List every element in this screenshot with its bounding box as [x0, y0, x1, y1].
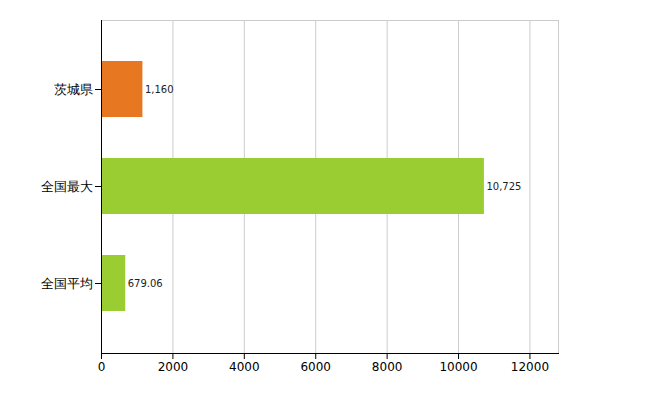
- svg-text:1,160: 1,160: [145, 84, 174, 95]
- svg-text:6000: 6000: [300, 360, 331, 374]
- svg-text:8000: 8000: [372, 360, 403, 374]
- svg-text:10,725: 10,725: [486, 181, 521, 192]
- svg-text:全国最大: 全国最大: [41, 179, 93, 194]
- svg-text:0: 0: [98, 360, 106, 374]
- svg-text:12000: 12000: [511, 360, 549, 374]
- svg-text:茨城県: 茨城県: [54, 82, 93, 97]
- svg-text:10000: 10000: [439, 360, 477, 374]
- svg-text:2000: 2000: [158, 360, 189, 374]
- svg-text:全国平均: 全国平均: [41, 276, 93, 291]
- svg-text:4000: 4000: [229, 360, 260, 374]
- svg-text:679.06: 679.06: [128, 278, 163, 289]
